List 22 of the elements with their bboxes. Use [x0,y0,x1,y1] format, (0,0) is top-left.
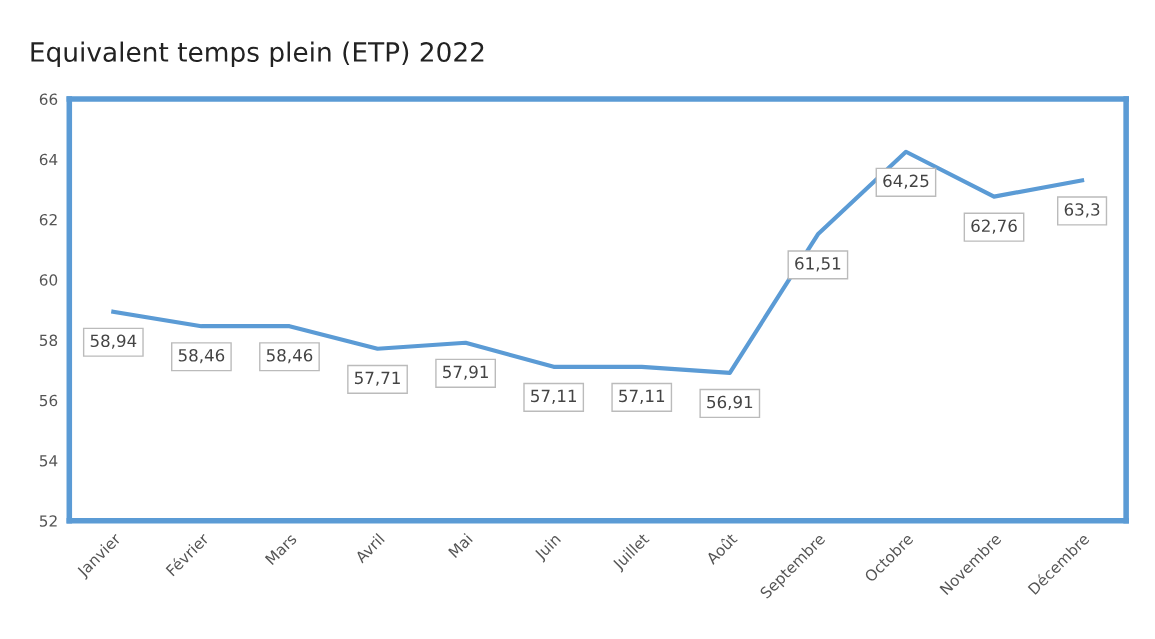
data-label: 57,91 [443,365,488,380]
data-label: 61,51 [795,257,841,272]
data-label: 57,11 [531,389,576,404]
data-label: 56,91 [707,395,753,410]
chart-title: Equivalent temps plein (ETP) 2022 [31,41,484,68]
data-label: 58,94 [90,334,137,349]
y-tick-label: 60 [39,274,58,286]
y-tick-label: 64 [39,153,58,166]
y-tick-label: 54 [39,455,58,467]
y-tick-label: 56 [39,394,58,407]
x-tick-label: Mai [447,532,473,559]
data-label: 64,25 [883,174,929,189]
data-label: 62,76 [971,219,1017,234]
data-label: 58,46 [266,348,313,364]
y-tick-label: 52 [39,515,57,527]
data-label: 57,71 [354,371,400,386]
data-label: 57,11 [619,389,665,404]
y-tick-label: 58 [39,334,58,347]
y-tick-label: 66 [39,93,58,106]
y-tick-label: 62 [39,214,57,226]
data-label: 58,46 [178,348,225,364]
data-label: 63,3 [1064,203,1100,218]
